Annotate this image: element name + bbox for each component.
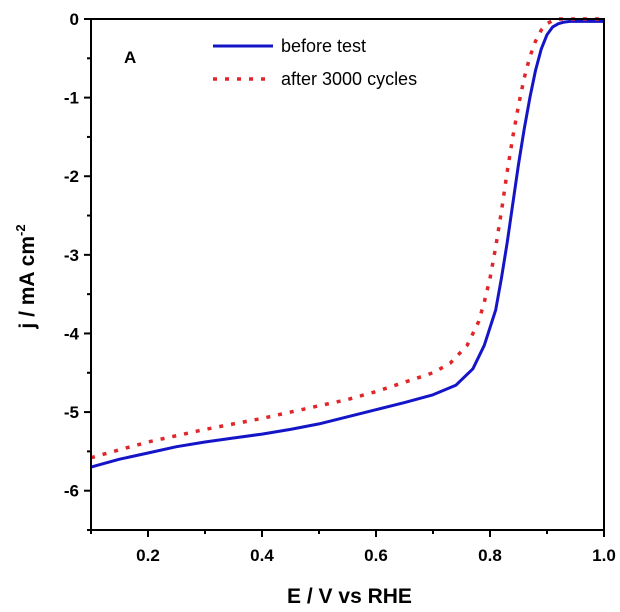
y-tick-label: -2 [64,167,79,186]
legend-label-before-test: before test [281,36,366,56]
y-tick-label: -1 [64,89,79,108]
plot-frame [90,18,605,531]
x-tick-label: 0.4 [250,546,274,565]
y-tick-label: -4 [64,324,80,343]
x-tick-label: 0.6 [364,546,388,565]
x-axis-title: E / V vs RHE [287,585,412,608]
legend-label-after-cycles: after 3000 cycles [281,69,417,89]
x-tick-label: 0.2 [136,546,160,565]
x-tick-label: 1.0 [592,546,616,565]
x-tick-label: 0.8 [478,546,502,565]
ticks-layer [84,18,605,537]
panel-label: A [124,48,136,67]
y-axis-title-superscript: -2 [13,224,28,236]
series-line-0 [90,19,604,469]
y-axis-title: j / mA cm-2 [13,224,39,329]
tick-labels: 0.2 0.4 0.6 0.8 1.0 0 -1 -2 -3 -4 -5 -6 [64,10,616,565]
y-tick-label: -6 [64,482,79,501]
y-tick-label: 0 [70,10,79,29]
legend: before test after 3000 cycles [213,36,417,89]
series-line-1 [90,17,604,460]
series-layer [90,17,604,469]
y-tick-label: -3 [64,246,79,265]
y-axis-title-main: j / mA cm [16,236,39,330]
y-tick-label: -5 [64,403,79,422]
